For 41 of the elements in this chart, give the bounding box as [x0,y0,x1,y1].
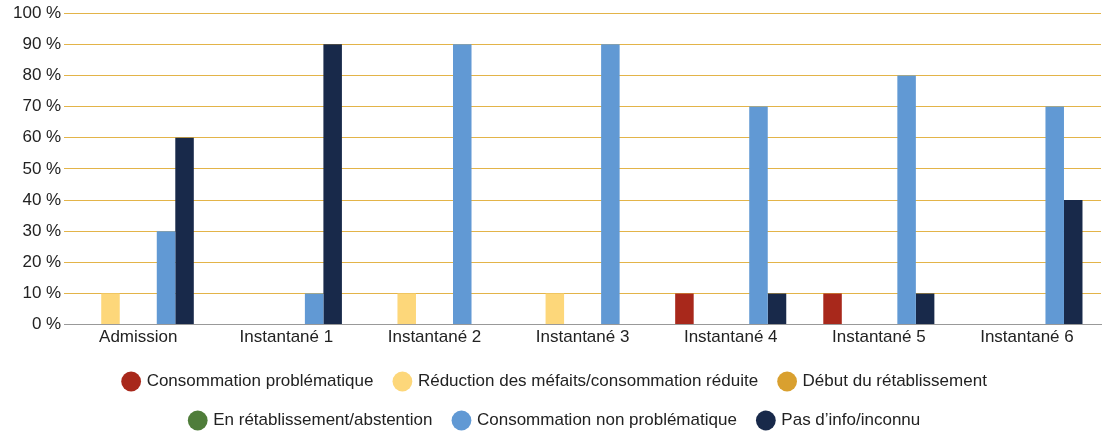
bar [675,293,694,325]
y-tick-label: 80 % [22,65,62,85]
y-tick-label: 30 % [22,220,62,240]
bar [101,293,120,325]
bar [175,137,194,325]
bar [453,44,472,325]
bar [156,231,176,325]
bar [915,293,935,325]
x-tick-label: Instantané 3 [535,327,630,347]
y-tick-label: 20 % [22,252,62,272]
legend-label: Pas d’info/inconnu [781,410,921,430]
x-tick-label: Admission [99,327,178,347]
bar [1063,200,1083,325]
y-tick-label: 10 % [22,283,62,303]
bar [323,44,342,325]
bar [897,75,916,325]
bar [749,106,768,325]
y-tick-label: 50 % [22,158,62,178]
bar [601,44,620,325]
y-tick-label: 0 % [31,314,62,334]
legend-label: Consommation non problématique [476,410,737,430]
y-tick-label: 70 % [22,96,62,116]
x-tick-label: Instantané 5 [832,327,926,347]
y-tick-label: 40 % [22,189,62,209]
bar [397,293,416,325]
x-tick-label: Instantané 4 [683,327,778,347]
bar [1045,106,1064,325]
x-tick-label: Instantané 2 [387,327,482,347]
legend-label: Consommation problématique [146,371,374,391]
y-tick-label: 100 % [13,2,62,22]
x-tick-label: Instantané 1 [239,327,334,347]
y-tick-label: 60 % [22,127,62,147]
y-tick-label: 90 % [22,34,62,54]
bar [545,293,565,325]
bar [304,293,324,325]
legend-label: Début du rétablissement [802,371,988,391]
bar [823,293,842,325]
bar [767,293,787,325]
x-tick-label: Instantané 6 [980,327,1074,347]
legend-label: En rétablissement/abstention [213,410,433,430]
legend-label: Réduction des méfaits/consommation réduite [417,371,759,391]
